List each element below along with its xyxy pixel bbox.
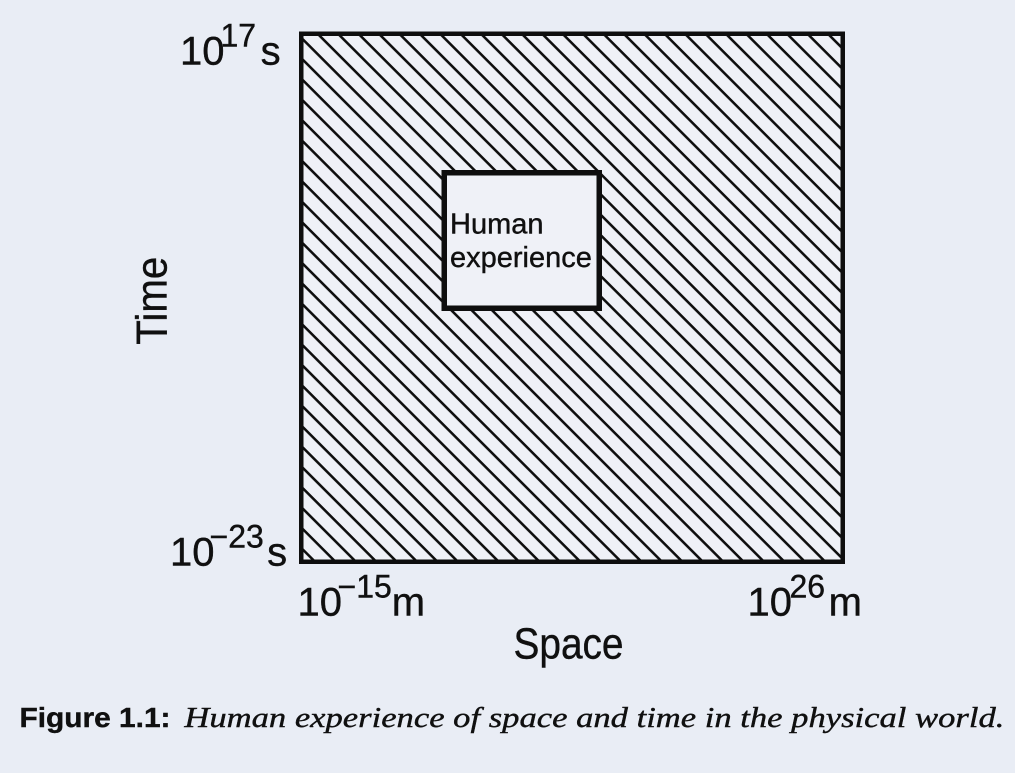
- svg-text:experience: experience: [450, 242, 592, 274]
- svg-text:Time: Time: [128, 257, 177, 345]
- svg-text:Figure 1.1:: Figure 1.1:: [20, 702, 171, 733]
- svg-text:Space: Space: [514, 620, 624, 669]
- svg-text:Human experience of space and: Human experience of space and time in th…: [183, 702, 1004, 734]
- svg-text:Human: Human: [450, 209, 544, 241]
